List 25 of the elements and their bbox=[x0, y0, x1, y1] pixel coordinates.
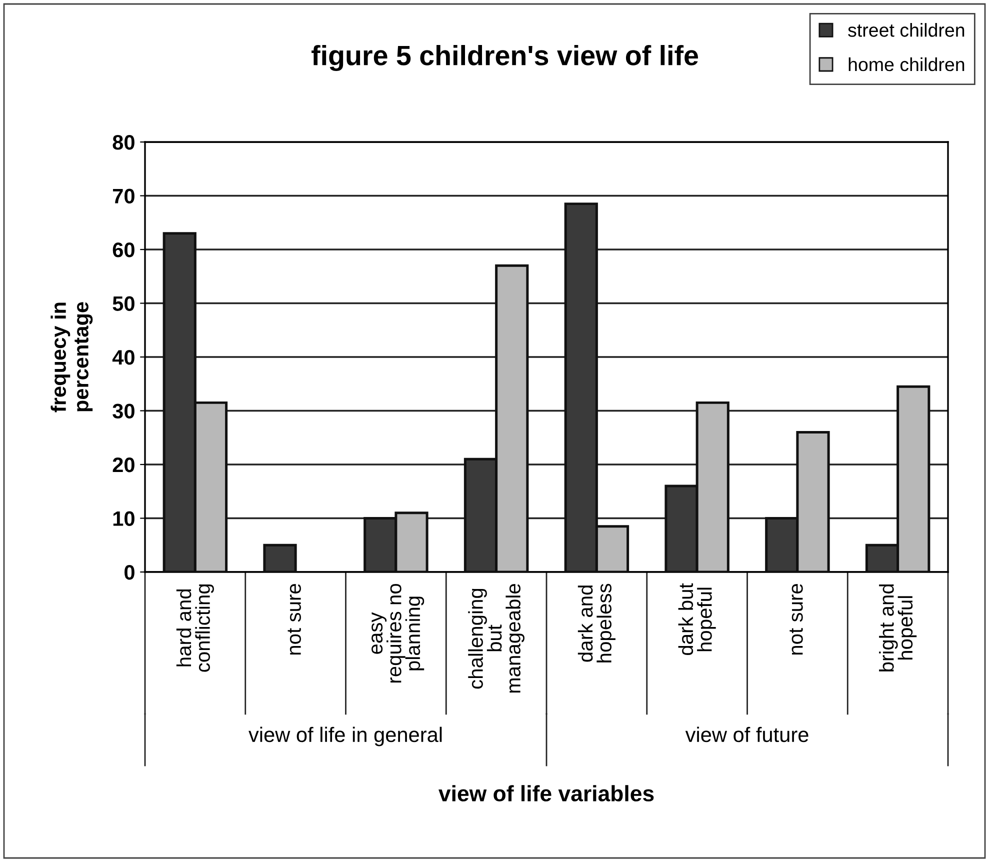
text: view of future bbox=[685, 726, 808, 742]
y-tick-label: 70 bbox=[113, 188, 134, 204]
y-tick-label: 20 bbox=[112, 458, 134, 472]
x-tick-label: easy requires no planning bbox=[372, 584, 424, 683]
y-tick-label: 40 bbox=[112, 350, 134, 365]
chart-title: figure 5 children's view of life bbox=[312, 44, 698, 72]
legend-label: street children bbox=[848, 23, 964, 37]
y-tick-label: 50 bbox=[112, 296, 134, 312]
x-tick-label: dark and hopeless bbox=[578, 584, 616, 662]
legend-label: home children bbox=[848, 57, 964, 72]
y-tick-label: 80 bbox=[112, 135, 134, 150]
x-tick-label: bright and hopeful bbox=[879, 584, 917, 672]
y-tick-label: 0 bbox=[124, 565, 134, 580]
y-axis-title: frequecy in percentage bbox=[50, 302, 93, 412]
x-axis-title: view of life variables bbox=[438, 785, 654, 802]
text: view of life in general bbox=[248, 726, 442, 746]
y-tick-label: 30 bbox=[112, 404, 134, 419]
x-tick-label: hard and conflicting bbox=[176, 584, 214, 672]
x-tick-label: dark but hopeful bbox=[678, 583, 716, 656]
x-tick-label: not sure bbox=[288, 584, 301, 655]
y-tick-label: 10 bbox=[113, 511, 134, 526]
bar bbox=[263, 544, 297, 572]
y-tick-label: 60 bbox=[112, 242, 134, 258]
x-tick-label: not sure bbox=[790, 584, 803, 655]
x-tick-label: challenging but manageable bbox=[468, 584, 524, 693]
